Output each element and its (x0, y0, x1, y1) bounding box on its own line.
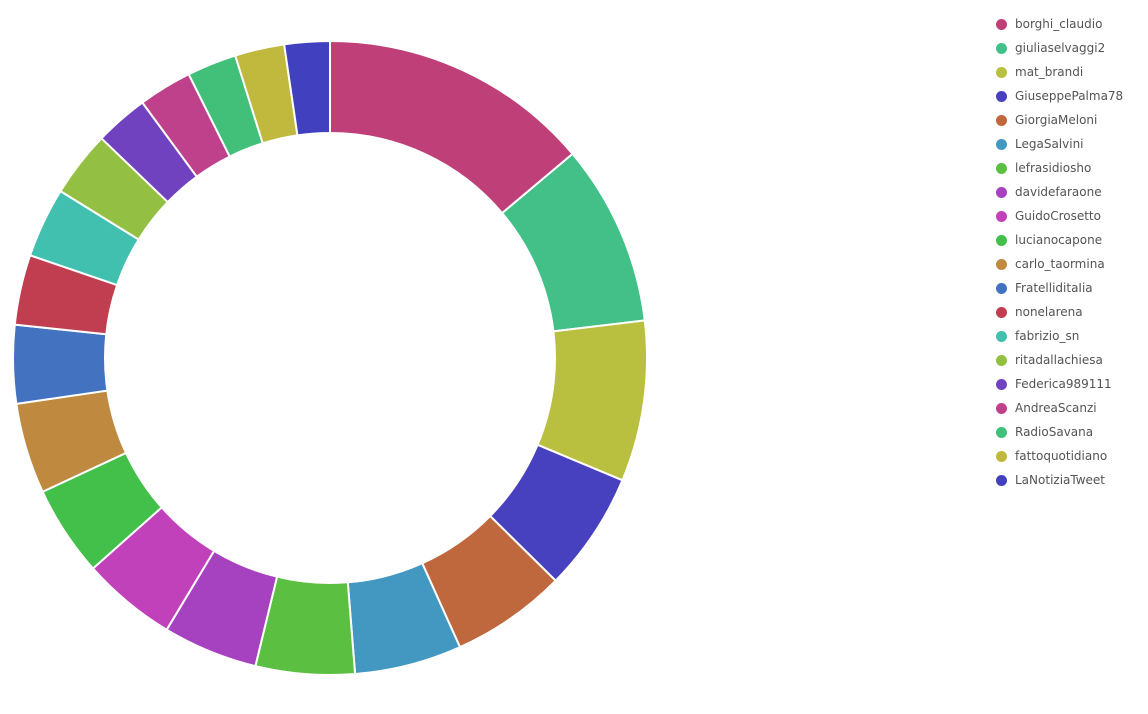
slice-LaNotiziaTweet[interactable] (282, 39, 331, 137)
legend-swatch (996, 114, 1007, 126)
legend-label: borghi_claudio (1015, 17, 1103, 31)
slice-FratelliditaIia[interactable] (12, 323, 109, 406)
legend-label: AndreaScanzi (1015, 401, 1097, 415)
legend-label: fattoquotidiano (1015, 449, 1108, 463)
legend-item[interactable]: RadioSavana (996, 420, 1146, 444)
legend-label: mat_brandi (1015, 65, 1084, 79)
legend-label: GiorgiaMeloni (1015, 113, 1098, 127)
legend-item[interactable]: fabrizio_sn (996, 324, 1146, 348)
donut-chart (12, 39, 648, 676)
legend-label: lucianocapone (1015, 233, 1103, 247)
legend-label: LegaSalvini (1015, 137, 1084, 151)
donut-chart-area (12, 39, 648, 676)
legend-swatch (996, 18, 1007, 30)
legend-item[interactable]: davidefaraone (996, 180, 1146, 204)
legend-item[interactable]: carlo_taormina (996, 252, 1146, 276)
legend-label: lefrasidiosho (1015, 161, 1092, 175)
legend-swatch (996, 306, 1007, 318)
legend-swatch (996, 450, 1007, 462)
legend-item[interactable]: ritadallachiesa (996, 348, 1146, 372)
legend-item[interactable]: AndreaScanzi (996, 396, 1146, 420)
legend-swatch (996, 402, 1007, 414)
legend-swatch (996, 234, 1007, 246)
legend-swatch (996, 282, 1007, 294)
legend: borghi_claudio giuliaselvaggi2 mat_brandi G… (996, 12, 1146, 492)
legend-swatch (996, 90, 1007, 102)
legend-label: ritadallachiesa (1015, 353, 1103, 367)
legend-swatch (996, 474, 1007, 486)
legend-label: Federica989111 (1015, 377, 1112, 391)
legend-item[interactable]: FratelliditaIia (996, 276, 1146, 300)
legend-item[interactable]: Federica989111 (996, 372, 1146, 396)
legend-label: giuliaselvaggi2 (1015, 41, 1106, 55)
legend-item[interactable]: lucianocapone (996, 228, 1146, 252)
legend-label: fabrizio_sn (1015, 329, 1080, 343)
legend-label: GiuseppePalma78 (1015, 89, 1124, 103)
legend-label: RadioSavana (1015, 425, 1094, 439)
legend-item[interactable]: giuliaselvaggi2 (996, 36, 1146, 60)
legend-item[interactable]: GuidoCrosetto (996, 204, 1146, 228)
legend-swatch (996, 162, 1007, 174)
legend-item[interactable]: lefrasidiosho (996, 156, 1146, 180)
legend-swatch (996, 42, 1007, 54)
legend-label: LaNotiziaTweet (1015, 473, 1106, 487)
legend-swatch (996, 186, 1007, 198)
legend-label: carlo_taormina (1015, 257, 1105, 271)
legend-label: FratelliditaIia (1015, 281, 1093, 295)
legend-swatch (996, 354, 1007, 366)
legend-item[interactable]: borghi_claudio (996, 12, 1146, 36)
legend-item[interactable]: LaNotiziaTweet (996, 468, 1146, 492)
legend-item[interactable]: mat_brandi (996, 60, 1146, 84)
legend-label: GuidoCrosetto (1015, 209, 1101, 223)
legend-label: nonelarena (1015, 305, 1083, 319)
legend-swatch (996, 330, 1007, 342)
legend-item[interactable]: GiuseppePalma78 (996, 84, 1146, 108)
legend-swatch (996, 138, 1007, 150)
legend-swatch (996, 378, 1007, 390)
legend-swatch (996, 258, 1007, 270)
legend-item[interactable]: fattoquotidiano (996, 444, 1146, 468)
legend-item[interactable]: nonelarena (996, 300, 1146, 324)
legend-swatch (996, 426, 1007, 438)
legend-label: davidefaraone (1015, 185, 1102, 199)
legend-swatch (996, 66, 1007, 78)
legend-swatch (996, 210, 1007, 222)
legend-item[interactable]: LegaSalvini (996, 132, 1146, 156)
legend-item[interactable]: GiorgiaMeloni (996, 108, 1146, 132)
